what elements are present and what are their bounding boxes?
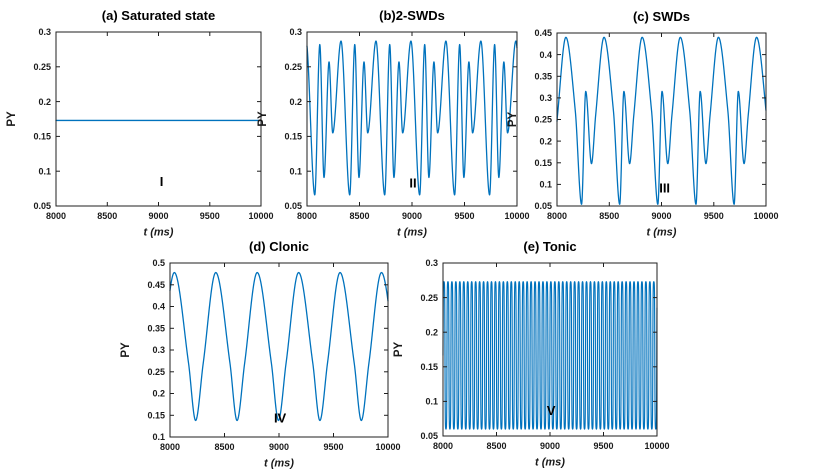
y-tick-label: 0.1 [425,397,438,407]
y-tick-label: 0.15 [284,132,302,142]
panel-b-xlabel: t (ms) [397,227,427,239]
x-tick-label: 10000 [753,211,778,221]
y-tick-label: 0.05 [534,201,552,211]
panel-e-xlabel: t (ms) [535,457,565,469]
x-tick-label: 8000 [160,442,180,452]
panel-b-title: (b)2-SWDs [379,8,445,23]
panel-a-xlabel: t (ms) [144,227,174,239]
y-tick-label: 0.1 [38,166,51,176]
y-tick-label: 0.15 [534,158,552,168]
x-tick-label: 9000 [540,441,560,451]
y-tick-label: 0.05 [33,201,51,211]
panel-b-curve [306,40,518,196]
x-tick-label: 9500 [323,442,343,452]
y-tick-label: 0.25 [284,62,302,72]
x-tick-label: 8000 [46,211,66,221]
y-tick-label: 0.3 [38,27,51,37]
y-tick-label: 0.45 [147,280,165,290]
y-tick-label: 0.15 [147,411,165,421]
panel-b-ylabel: PY [257,111,269,127]
panel-a-annotation: I [160,174,164,189]
y-tick-label: 0.5 [152,258,165,268]
panel-c-annotation: III [659,180,670,195]
panel-b-annotation: II [409,176,416,191]
y-tick-label: 0.3 [425,258,438,268]
panel-e: 8000 8500 9000 9500 10000 0.05 0.1 0.15 0.2 0.25 0… [393,239,670,469]
y-tick-label: 0.45 [534,28,552,38]
x-tick-label: 8500 [599,211,619,221]
y-tick-label: 0.15 [33,132,51,142]
x-tick-label: 10000 [375,442,400,452]
panel-b: 8000 8500 9000 9500 10000 0.05 0.1 0.15 0.2 0.25 0… [257,8,530,239]
panel-a: 8000 8500 9000 9500 10000 0.05 0.1 0.15 0.2 0.25 0… [6,8,274,239]
panel-d: 8000 8500 9000 9500 10000 0.1 0.15 0.2 0.25 0.3 0.… [120,239,401,470]
panel-e-curve [442,281,658,430]
x-tick-label: 9500 [200,211,220,221]
y-tick-label: 0.2 [289,97,302,107]
panel-e-title: (e) Tonic [523,239,576,254]
y-tick-label: 0.35 [534,72,552,82]
panel-d-title: (d) Clonic [249,239,309,254]
y-tick-label: 0.4 [152,302,165,312]
panel-c: 8000 8500 9000 9500 10000 0.05 0.1 0.15 0.2 0.25 0… [507,9,779,239]
y-tick-label: 0.25 [33,62,51,72]
panel-d-annotation: IV [274,410,287,425]
panel-a-title: (a) Saturated state [102,8,215,23]
x-tick-label: 9500 [704,211,724,221]
x-tick-label: 9000 [148,211,168,221]
panel-e-ylabel: PY [393,342,405,358]
y-tick-label: 0.2 [38,97,51,107]
y-tick-label: 0.2 [425,327,438,337]
x-tick-label: 8500 [97,211,117,221]
x-tick-label: 9500 [454,211,474,221]
y-tick-label: 0.25 [147,367,165,377]
y-tick-label: 0.4 [539,50,552,60]
y-tick-label: 0.15 [420,362,438,372]
panel-d-ylabel: PY [120,342,132,358]
y-tick-label: 0.1 [289,166,302,176]
x-tick-label: 9000 [269,442,289,452]
x-tick-label: 8500 [486,441,506,451]
x-tick-label: 8500 [214,442,234,452]
panel-a-ylabel: PY [6,111,18,127]
x-tick-label: 10000 [504,211,529,221]
x-tick-label: 10000 [644,441,669,451]
x-tick-label: 9000 [402,211,422,221]
y-tick-label: 0.1 [152,432,165,442]
panel-d-xlabel: t (ms) [264,458,294,470]
panel-a-axes-frame [55,31,262,207]
y-tick-label: 0.3 [539,93,552,103]
x-tick-label: 8000 [433,441,453,451]
x-tick-label: 10000 [248,211,273,221]
panel-c-xlabel: t (ms) [647,227,677,239]
panel-d-curve [169,271,389,422]
panel-c-curve [556,36,767,205]
y-tick-label: 0.3 [152,345,165,355]
y-tick-label: 0.1 [539,180,552,190]
panel-c-ylabel: PY [507,112,519,128]
x-tick-label: 8500 [349,211,369,221]
y-tick-label: 0.3 [289,27,302,37]
y-tick-label: 0.05 [284,201,302,211]
panel-c-title: (c) SWDs [633,9,690,24]
y-tick-label: 0.25 [420,293,438,303]
y-tick-label: 0.35 [147,324,165,334]
x-tick-label: 8000 [547,211,567,221]
x-tick-label: 9500 [593,441,613,451]
x-tick-label: 8000 [297,211,317,221]
panel-e-annotation: V [547,403,556,418]
y-tick-label: 0.05 [420,431,438,441]
y-tick-label: 0.25 [534,115,552,125]
y-tick-label: 0.2 [539,136,552,146]
x-tick-label: 9000 [651,211,671,221]
y-tick-label: 0.2 [152,389,165,399]
